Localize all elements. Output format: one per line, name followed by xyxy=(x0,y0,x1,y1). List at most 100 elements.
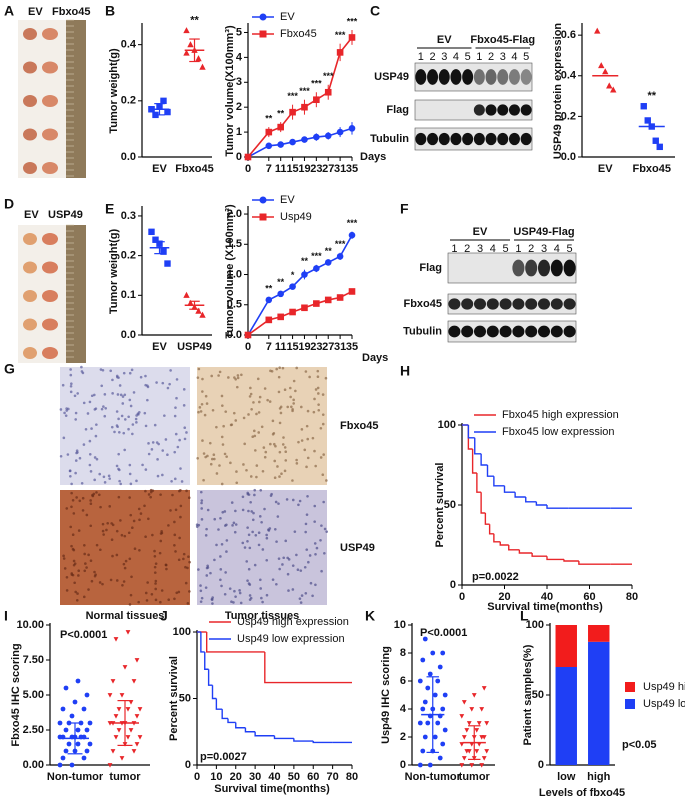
x-tick-label: EV xyxy=(598,163,613,175)
nucleus xyxy=(144,374,147,378)
nucleus xyxy=(169,369,172,372)
data-point xyxy=(469,707,475,712)
data-point xyxy=(152,236,159,243)
nucleus xyxy=(66,453,70,456)
nucleus xyxy=(144,468,148,471)
photo-label: USP49 xyxy=(48,209,83,221)
data-point xyxy=(336,128,344,136)
lane-number: 4 xyxy=(554,243,560,255)
panel-letter: I xyxy=(4,608,8,624)
band xyxy=(525,298,538,310)
tumor xyxy=(42,128,58,141)
nucleus xyxy=(274,500,278,504)
panel-letter: K xyxy=(365,608,375,624)
data-point xyxy=(432,692,438,698)
nucleus xyxy=(81,509,85,512)
lane-number: 1 xyxy=(515,243,521,255)
nucleus xyxy=(124,559,128,563)
legend-label: Fbxo45 low expression xyxy=(502,426,615,438)
nucleus xyxy=(122,562,126,566)
nucleus xyxy=(74,459,78,462)
nucleus xyxy=(110,538,114,542)
data-point xyxy=(265,142,273,150)
nucleus xyxy=(119,482,122,486)
y-tick-label: 8 xyxy=(400,647,406,659)
y-axis-label: Tumor volume (X100mm³) xyxy=(224,204,236,339)
survival-step xyxy=(480,453,488,466)
nucleus xyxy=(308,554,312,557)
tumor xyxy=(42,347,58,359)
nucleus xyxy=(185,431,188,434)
x-tick-label: 19 xyxy=(298,341,310,353)
panel-letter: F xyxy=(400,201,409,217)
nucleus xyxy=(121,583,124,587)
panel-letter: H xyxy=(400,363,410,379)
lane-number: 3 xyxy=(477,243,483,255)
x-tick-label: EV xyxy=(152,163,167,175)
x-axis-label: Days xyxy=(360,151,386,163)
nucleus xyxy=(173,520,176,524)
data-point xyxy=(265,128,273,136)
x-tick-label: 23 xyxy=(310,341,322,353)
x-tick-label: 7 xyxy=(266,341,272,353)
survival-step xyxy=(488,524,494,535)
nucleus xyxy=(308,375,311,379)
y-tick-label: 0 xyxy=(450,579,456,591)
x-tick-label: USP49 xyxy=(177,341,212,353)
nucleus xyxy=(225,550,228,553)
nucleus xyxy=(276,515,280,518)
x-tick-label: 11 xyxy=(275,341,287,353)
nucleus xyxy=(85,513,89,517)
nucleus xyxy=(144,535,147,539)
x-tick-label: 60 xyxy=(583,591,595,603)
nucleus xyxy=(118,384,122,387)
nucleus xyxy=(144,591,148,595)
nucleus xyxy=(80,482,84,485)
nucleus xyxy=(131,432,134,436)
nucleus xyxy=(138,518,141,522)
nucleus xyxy=(275,540,278,543)
y-tick-label: 0 xyxy=(400,759,406,771)
nucleus xyxy=(236,376,240,380)
nucleus xyxy=(128,557,132,561)
nucleus xyxy=(75,449,79,452)
nucleus xyxy=(234,595,237,598)
data-point xyxy=(459,763,465,768)
nucleus xyxy=(290,405,293,409)
nucleus xyxy=(252,429,256,433)
lane-number: 4 xyxy=(453,51,459,63)
nucleus xyxy=(197,367,201,371)
tumor xyxy=(42,290,58,302)
legend-label: Usp49 high expression xyxy=(237,616,349,628)
annotation: P<0.0001 xyxy=(60,629,107,641)
significance: *** xyxy=(311,251,322,261)
nucleus xyxy=(296,568,300,572)
survival-step xyxy=(546,556,564,561)
nucleus xyxy=(261,469,265,473)
nucleus xyxy=(196,376,200,379)
y-tick-label: 0.2 xyxy=(121,95,136,107)
data-point xyxy=(474,749,480,754)
tumor xyxy=(23,318,37,331)
data-point xyxy=(479,707,485,712)
nucleus xyxy=(65,589,69,592)
survival-step xyxy=(531,553,547,557)
lane-number: 3 xyxy=(441,51,447,63)
survival-step xyxy=(215,698,223,710)
survival-step xyxy=(493,476,505,487)
survival-step xyxy=(499,541,509,546)
y-tick-label: 0.4 xyxy=(121,39,137,51)
tumor xyxy=(42,61,58,74)
nucleus xyxy=(305,424,309,428)
nucleus xyxy=(238,591,242,595)
nucleus xyxy=(168,382,171,386)
data-point xyxy=(137,735,143,740)
nucleus xyxy=(150,592,154,596)
nucleus xyxy=(199,490,203,494)
nucleus xyxy=(278,450,282,454)
nucleus xyxy=(277,390,281,394)
data-point xyxy=(110,679,116,684)
nucleus xyxy=(257,411,261,414)
nucleus xyxy=(265,536,269,540)
band xyxy=(462,69,474,85)
